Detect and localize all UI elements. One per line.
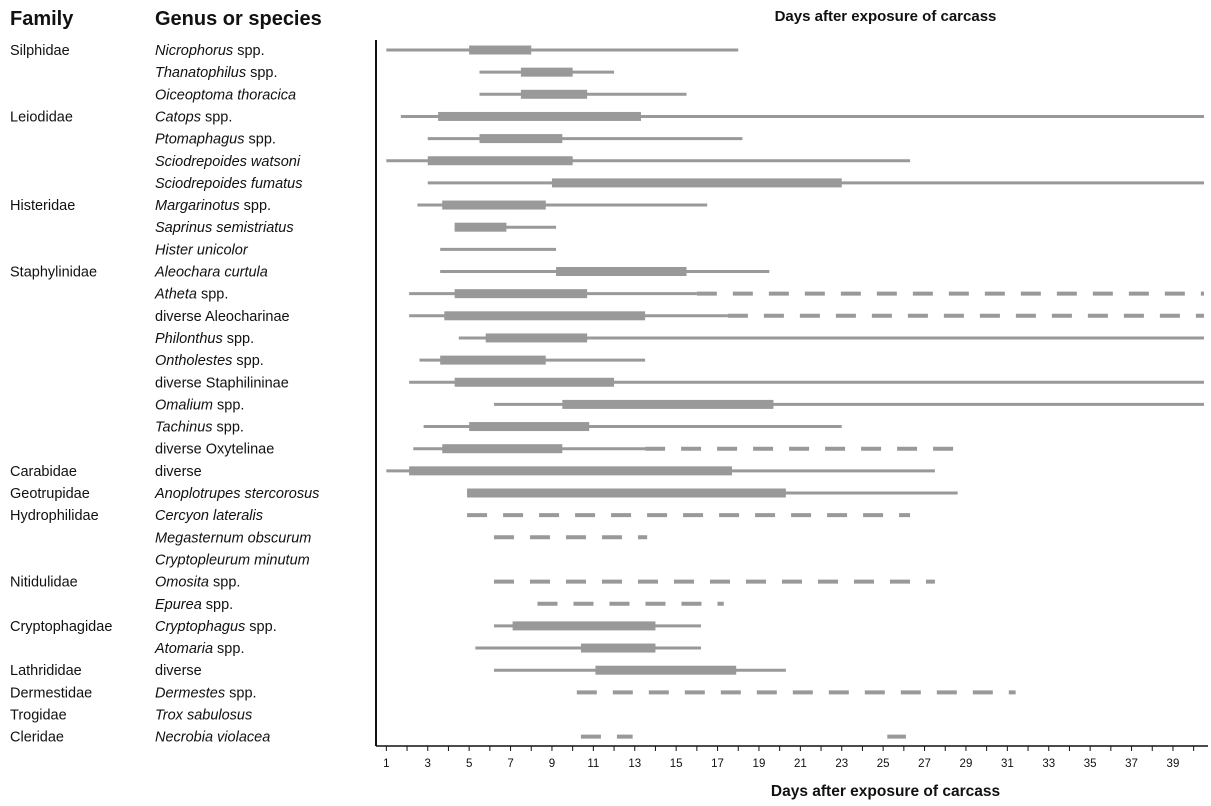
genus-label: Omosita spp. — [155, 575, 240, 591]
peak-activity-bar — [551, 178, 842, 188]
family-label: Nitidulidae — [10, 575, 78, 591]
x-tick-label: 33 — [1042, 758, 1055, 770]
genus-label: Saprinus semistriatus — [155, 220, 294, 236]
peak-activity-bar — [442, 444, 563, 454]
peak-activity-bar — [485, 333, 588, 343]
x-tick-label: 27 — [918, 758, 931, 770]
genus-label: Dermestes spp. — [155, 685, 257, 701]
genus-label: Cercyon lateralis — [155, 508, 263, 524]
peak-activity-bar — [438, 111, 641, 121]
genus-label: Oiceoptoma thoracica — [155, 87, 296, 103]
family-label: Hydrophilidae — [10, 508, 99, 524]
genus-label: Ontholestes spp. — [155, 353, 264, 369]
genus-label: diverse Oxytelinae — [155, 442, 274, 458]
family-label: Leiodidae — [10, 109, 73, 125]
family-column-header: Family — [10, 8, 74, 30]
family-label: Dermestidae — [10, 685, 92, 701]
peak-activity-bar — [520, 89, 588, 99]
peak-activity-bar — [595, 665, 737, 675]
genus-label: Megasternum obscurum — [155, 530, 311, 546]
x-tick-label: 5 — [466, 758, 472, 770]
x-tick-label: 17 — [711, 758, 724, 770]
x-tick-label: 11 — [587, 758, 599, 770]
family-label: Silphidae — [10, 43, 70, 59]
peak-activity-bar — [454, 222, 507, 232]
peak-activity-bar — [409, 466, 733, 476]
x-tick-label: 31 — [1001, 758, 1014, 770]
x-tick-label: 9 — [549, 758, 555, 770]
family-label: Carabidae — [10, 464, 77, 480]
x-tick-label: 37 — [1125, 758, 1138, 770]
genus-label: diverse — [155, 464, 202, 480]
peak-activity-bar — [467, 488, 786, 498]
x-tick-label: 19 — [753, 758, 766, 770]
x-tick-label: 29 — [960, 758, 973, 770]
genus-label: Sciodrepoides fumatus — [155, 176, 303, 192]
peak-activity-bar — [442, 200, 546, 210]
genus-label: Aleochara curtula — [154, 265, 268, 281]
x-tick-label: 7 — [507, 758, 513, 770]
genus-label: Tachinus spp. — [155, 420, 244, 436]
genus-label: Cryptophagus spp. — [155, 619, 277, 635]
genus-label: Epurea spp. — [155, 597, 233, 613]
x-axis-label: Days after exposure of carcass — [770, 783, 1001, 800]
genus-label: Omalium spp. — [155, 397, 244, 413]
peak-activity-bar — [444, 311, 646, 321]
peak-activity-bar — [556, 267, 687, 276]
family-label: Lathrididae — [10, 663, 82, 679]
family-label: Cryptophagidae — [10, 619, 112, 635]
genus-label: Trox sabulosus — [155, 708, 252, 724]
peak-activity-bar — [562, 399, 774, 409]
genus-column-header: Genus or species — [155, 8, 322, 30]
genus-label: Thanatophilus spp. — [155, 65, 278, 81]
genus-label: Philonthus spp. — [155, 331, 254, 347]
peak-activity-bar — [440, 355, 546, 365]
genus-label: Margarinotus spp. — [155, 198, 271, 214]
x-tick-label: 39 — [1167, 758, 1180, 770]
peak-activity-bar — [427, 156, 573, 166]
peak-activity-bar — [469, 422, 590, 432]
genus-label: Sciodrepoides watsoni — [155, 154, 301, 170]
x-tick-label: 21 — [794, 758, 807, 770]
genus-label: Atomaria spp. — [154, 641, 244, 657]
peak-activity-bar — [454, 377, 615, 387]
x-tick-label: 35 — [1084, 758, 1097, 770]
peak-activity-bar — [469, 45, 532, 55]
x-tick-label: 23 — [835, 758, 848, 770]
peak-activity-bar — [512, 621, 656, 631]
chart-title: Days after exposure of carcass — [774, 8, 997, 25]
family-label: Trogidae — [10, 708, 67, 724]
genus-label: diverse — [155, 663, 202, 679]
x-tick-label: 25 — [877, 758, 890, 770]
x-tick-label: 1 — [383, 758, 389, 770]
peak-activity-bar — [580, 643, 656, 653]
x-tick-label: 3 — [425, 758, 431, 770]
family-label: Cleridae — [10, 730, 64, 746]
peak-activity-bar — [520, 67, 573, 77]
x-tick-label: 15 — [670, 758, 683, 770]
peak-activity-bar — [479, 134, 563, 144]
family-label: Staphylinidae — [10, 265, 97, 281]
genus-label: Anoplotrupes stercorosus — [154, 486, 319, 502]
genus-label: Ptomaphagus spp. — [155, 132, 276, 148]
peak-activity-bar — [454, 289, 588, 299]
genus-label: Nicrophorus spp. — [155, 43, 265, 59]
x-tick-label: 13 — [628, 758, 641, 770]
genus-label: diverse Staphilininae — [155, 375, 289, 391]
genus-label: Cryptopleurum minutum — [155, 552, 310, 568]
genus-label: Hister unicolor — [155, 242, 249, 258]
family-label: Geotrupidae — [10, 486, 90, 502]
genus-label: Atheta spp. — [154, 287, 228, 303]
family-label: Histeridae — [10, 198, 75, 214]
genus-label: Catops spp. — [155, 109, 232, 125]
genus-label: diverse Aleocharinae — [155, 309, 290, 325]
genus-label: Necrobia violacea — [155, 730, 270, 746]
